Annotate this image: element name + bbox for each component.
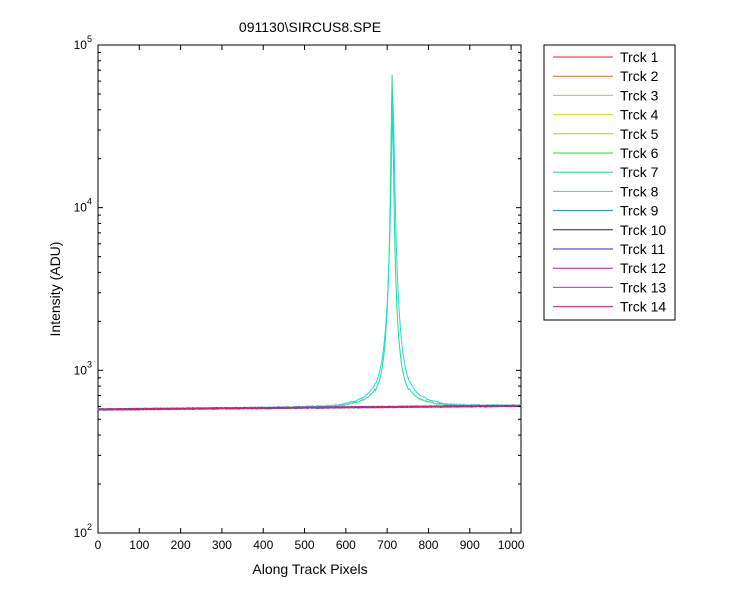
legend-label: Trck 1 (620, 49, 659, 65)
chart-title: 091130\SIRCUS8.SPE (239, 19, 381, 35)
x-axis-label: Along Track Pixels (252, 561, 367, 577)
x-tick-label: 600 (336, 538, 356, 552)
x-axis-ticks: 0 100 200 300 400 500 600 700 800 900 1000 (95, 45, 525, 552)
y-tick-label: 105 (74, 34, 92, 52)
legend-label: Trck 7 (620, 164, 659, 180)
plot-area (97, 44, 522, 534)
x-tick-label: 0 (95, 538, 102, 552)
x-tick-label: 500 (295, 538, 315, 552)
legend: Trck 1 Trck 2 Trck 3 Trck 4 Trck 5 Trck 6 Trck… (543, 44, 676, 321)
legend-label: Trck 10 (620, 222, 666, 238)
x-tick-label: 800 (418, 538, 438, 552)
x-tick-label: 100 (129, 538, 149, 552)
legend-label: Trck 4 (620, 107, 659, 123)
y-tick-label: 104 (74, 197, 92, 215)
y-tick-label: 103 (74, 359, 92, 377)
legend-label: Trck 3 (620, 87, 659, 103)
legend-label: Trck 12 (620, 260, 666, 276)
series-line-14 (97, 404, 522, 411)
series-layer (97, 74, 522, 411)
x-tick-label: 300 (212, 538, 232, 552)
y-axis-ticks: 102 103 104 105 (74, 34, 521, 540)
legend-label: Trck 14 (620, 299, 666, 315)
legend-label: Trck 5 (620, 126, 659, 142)
x-tick-label: 1000 (498, 538, 525, 552)
legend-label: Trck 11 (620, 241, 665, 257)
y-axis-label: Intensity (ADU) (47, 242, 63, 337)
x-tick-label: 200 (171, 538, 191, 552)
legend-label: Trck 8 (620, 183, 659, 199)
x-tick-label: 400 (253, 538, 273, 552)
legend-label: Trck 6 (620, 145, 659, 161)
legend-label: Trck 9 (620, 203, 659, 219)
legend-label: Trck 13 (620, 279, 666, 295)
legend-box (543, 44, 676, 321)
x-tick-label: 900 (460, 538, 480, 552)
y-tick-label: 102 (74, 522, 92, 540)
x-tick-label: 700 (377, 538, 397, 552)
legend-label: Trck 2 (620, 68, 659, 84)
